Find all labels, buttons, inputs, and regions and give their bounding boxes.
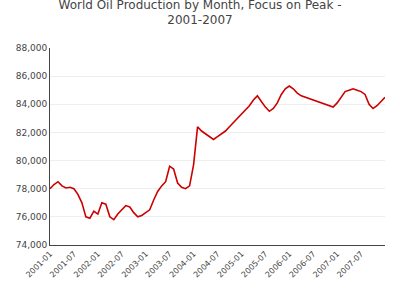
svg-text:2002-01: 2002-01 (72, 249, 102, 279)
svg-text:80,000: 80,000 (16, 156, 48, 166)
svg-text:74,000: 74,000 (16, 240, 48, 250)
svg-text:86,000: 86,000 (16, 71, 48, 81)
svg-text:2004-01: 2004-01 (168, 249, 198, 279)
svg-text:84,000: 84,000 (16, 99, 48, 109)
svg-text:2006-01: 2006-01 (264, 249, 294, 279)
svg-text:76,000: 76,000 (16, 212, 48, 222)
svg-text:World Oil Production by Month,: World Oil Production by Month, Focus on … (58, 0, 341, 27)
svg-text:2005-01: 2005-01 (216, 249, 246, 279)
svg-text:2004-07: 2004-07 (192, 249, 222, 279)
svg-text:2003-01: 2003-01 (120, 249, 150, 279)
svg-text:2007-07: 2007-07 (335, 249, 365, 279)
svg-text:2007-01: 2007-01 (311, 249, 341, 279)
svg-text:2006-07: 2006-07 (287, 249, 317, 279)
svg-text:78,000: 78,000 (16, 184, 48, 194)
svg-text:88,000: 88,000 (16, 43, 48, 53)
svg-text:2003-07: 2003-07 (144, 249, 174, 279)
svg-text:82,000: 82,000 (16, 128, 48, 138)
svg-text:2005-07: 2005-07 (240, 249, 270, 279)
svg-text:2001-07: 2001-07 (48, 249, 78, 279)
svg-text:2001-01: 2001-01 (24, 249, 54, 279)
svg-text:2002-07: 2002-07 (96, 249, 126, 279)
